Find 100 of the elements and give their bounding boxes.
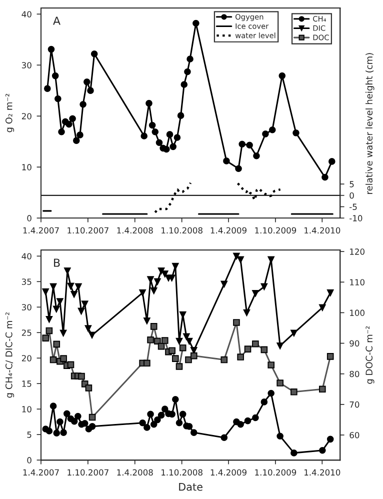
point [53,340,60,348]
point [322,174,328,181]
point [90,50,98,58]
point [88,423,96,430]
y2-tick-label: 90 [350,340,360,347]
point [276,342,284,350]
point [46,327,53,334]
point [67,361,74,368]
point [139,419,146,426]
point [150,287,158,294]
point [56,418,64,426]
point [60,429,67,436]
point [290,388,298,396]
point [319,446,326,454]
point [147,336,154,344]
point [190,352,198,360]
point [238,140,246,148]
point [166,131,174,138]
point [81,300,88,308]
point [252,414,259,422]
y-tick-label: 0 [27,215,32,222]
point [46,316,53,323]
point [161,406,168,412]
point [326,436,334,443]
point [268,126,276,134]
point [53,430,60,436]
y-tick-label: 20 [22,113,32,120]
point [186,338,193,345]
point [237,256,244,264]
point [268,390,274,397]
point [74,412,82,420]
text: A [53,16,60,25]
point [88,332,96,339]
point [235,165,242,172]
point [84,78,90,86]
point [176,363,183,370]
x-tick-label: 1.10.2009 [255,227,296,234]
point [246,142,253,149]
point [80,100,86,108]
point [54,95,62,102]
point [253,152,260,160]
point [237,354,244,360]
y2-tick-label: 0 [350,192,354,199]
x-tick-label: 1.4.2008 [117,227,153,234]
point [66,120,72,128]
x-tick-label: 1.10.2007 [68,227,108,234]
point [152,128,159,136]
y-tick-label: 30 [22,62,32,68]
y2-tick-label: 80 [350,370,360,378]
point [179,344,186,352]
point [154,416,161,424]
point [260,346,268,354]
x-tick-label: 1.4.2008 [117,469,153,476]
point [192,20,200,27]
y-tick-label: 25 [22,330,32,336]
y-tick-label: 5 [27,432,32,438]
x-tick-label: 1.4.2009 [210,469,246,476]
y2-tick-label: -5 [350,204,357,210]
point [52,72,59,80]
y2-tick-label: 120 [350,248,364,255]
point [168,347,176,354]
point [290,450,298,456]
point [139,289,146,296]
point [168,274,176,282]
point [168,410,176,418]
point [88,414,96,421]
x-tick-label: 1.10.2008 [162,469,202,476]
point [220,356,228,364]
point [70,290,78,298]
point [67,282,74,290]
point [260,398,268,406]
x-tick-label: 1.10.2008 [162,227,202,234]
y-axis-title: g CH₄-C/ DIC-C m⁻² [5,312,14,398]
point [87,87,94,94]
y-axis-title: g O₂ m⁻² [5,94,14,132]
y-tick-label: 40 [22,253,32,260]
point [148,122,156,129]
point [174,134,181,141]
point [84,325,92,332]
y2-tick-label: -10 [350,215,362,222]
point [184,68,191,76]
point [170,143,176,150]
point [48,46,55,53]
y2-tick-label: 60 [350,432,360,438]
y-tick-label: 10 [22,406,32,412]
point [63,410,70,418]
point [154,338,161,345]
point [150,420,158,428]
point [252,290,259,297]
point [75,283,82,290]
y2-tick-label: 100 [350,310,364,316]
point [252,340,259,348]
point [50,402,57,410]
point [233,319,240,326]
point [60,355,67,362]
point [176,419,183,426]
point [183,333,190,340]
point [276,432,284,440]
point [52,306,60,313]
x-tick-label: 1.10.2009 [255,469,296,476]
